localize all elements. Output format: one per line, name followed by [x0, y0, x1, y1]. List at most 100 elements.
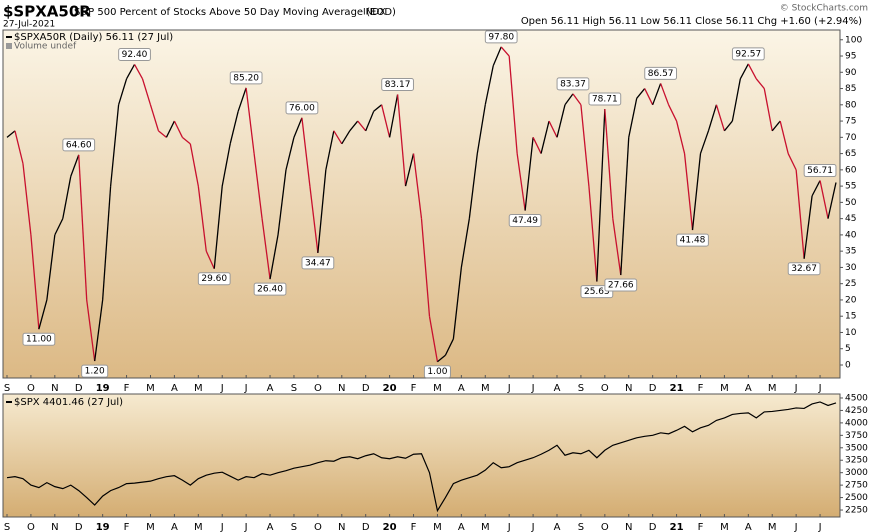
x-tick-label: A [267, 383, 274, 394]
line-segment [604, 108, 614, 219]
line-segment [516, 153, 526, 211]
line-segment [763, 88, 773, 131]
line-segment [333, 130, 343, 145]
y-tick-label: 55 [845, 182, 856, 192]
x-tick-label: A [745, 383, 752, 394]
x-tick-label: F [698, 383, 704, 394]
y-tick-label: 75 [845, 117, 856, 127]
line-segment [221, 143, 231, 187]
y-tick-label: 45 [845, 214, 856, 224]
annotation: 76.00 [289, 103, 315, 113]
volume-icon [6, 43, 12, 49]
y-tick-label: 60 [845, 165, 857, 175]
line-segment [468, 153, 478, 219]
x-tick-label: 19 [96, 383, 110, 394]
y-tick-label: 2500 [845, 493, 868, 503]
annotation-box [197, 272, 231, 286]
annotation-box [731, 47, 765, 61]
line-segment [381, 104, 391, 138]
annotation-box [285, 101, 319, 115]
x-tick-label: J [507, 383, 511, 394]
y-tick-label: 70 [845, 133, 857, 143]
line-segment [301, 117, 311, 187]
line [6, 401, 837, 513]
x-tick-label: N [338, 522, 345, 532]
x-tick-label: O [601, 522, 609, 532]
y-tick-label: 100 [845, 35, 862, 45]
y-tick-label: 25 [845, 279, 856, 289]
line-segment [787, 153, 797, 171]
x-tick-label: F [124, 522, 130, 532]
annotation-box [381, 77, 414, 91]
annotation: 11.00 [26, 335, 52, 345]
line-segment [125, 64, 136, 80]
line-segment [141, 78, 152, 105]
x-tick-label: S [291, 522, 297, 532]
annotation: 1.00 [427, 367, 447, 377]
x-tick-label: J [794, 383, 798, 394]
x-tick-label: J [531, 522, 535, 532]
x-tick-label: S [578, 522, 584, 532]
line-segment [580, 104, 590, 187]
y-tick-label: 2750 [845, 481, 868, 491]
x-tick-label: D [75, 383, 83, 394]
x-tick-label: M [433, 383, 442, 394]
line-segment [277, 169, 287, 235]
x-tick-label: J [220, 522, 224, 532]
x-tick-label: A [458, 522, 465, 532]
annotation: 78.71 [592, 94, 618, 104]
y-tick-label: 4500 [845, 393, 868, 403]
y-tick-label: 20 [845, 295, 857, 305]
line-segment [739, 63, 749, 80]
annotation: 29.60 [201, 274, 227, 284]
y-tick-label: 3750 [845, 431, 868, 441]
annotation-box [229, 71, 263, 85]
x-tick-label: S [291, 383, 297, 394]
y-tick-label: 3000 [845, 468, 868, 478]
annotation-box [803, 164, 837, 178]
x-tick-label: S [578, 383, 584, 394]
line-segment [213, 186, 223, 269]
x-tick-label: M [433, 522, 442, 532]
annotation-box [301, 256, 335, 270]
line-segment [357, 120, 367, 132]
credit: © StockCharts.com [780, 4, 868, 14]
annotation-box [253, 282, 287, 296]
x-tick-label: O [27, 522, 35, 532]
line-segment [285, 137, 295, 171]
x-tick-label: F [124, 383, 130, 394]
annotation-box [423, 365, 451, 379]
line-segment [652, 83, 662, 106]
x-tick-label: N [338, 383, 345, 394]
x-tick-label: J [531, 383, 535, 394]
annotation-box [676, 233, 709, 247]
line-segment [86, 299, 96, 362]
x-tick-label: 21 [670, 383, 684, 394]
line-segment [117, 78, 128, 105]
y-tick-label: 40 [845, 230, 857, 240]
line-segment [109, 104, 120, 187]
line-segment [548, 120, 558, 138]
x-tick-label: J [244, 522, 248, 532]
y-tick-label: 3500 [845, 443, 868, 453]
line-segment [819, 180, 829, 219]
line-segment [62, 176, 72, 219]
x-tick-label: S [4, 522, 10, 532]
x-tick-label: A [554, 522, 561, 532]
line-segment [325, 130, 335, 170]
bottom-panel [2, 393, 841, 518]
y-tick-label: 2250 [845, 506, 868, 516]
subtitle: S&P 500 Percent of Stocks Above 50 Day M… [74, 7, 396, 18]
line-segment [484, 65, 494, 105]
line-segment [596, 108, 606, 282]
annotation-box [22, 332, 56, 346]
annotation-box [787, 262, 821, 276]
x-tick-label: F [411, 522, 417, 532]
x-tick-label: M [481, 383, 490, 394]
y-tick-label: 4000 [845, 418, 868, 428]
line-segment [317, 169, 327, 253]
x-tick-label: M [768, 383, 777, 394]
x-tick-label: O [601, 383, 609, 394]
annotation: 64.60 [66, 140, 92, 150]
line-segment [404, 153, 415, 187]
